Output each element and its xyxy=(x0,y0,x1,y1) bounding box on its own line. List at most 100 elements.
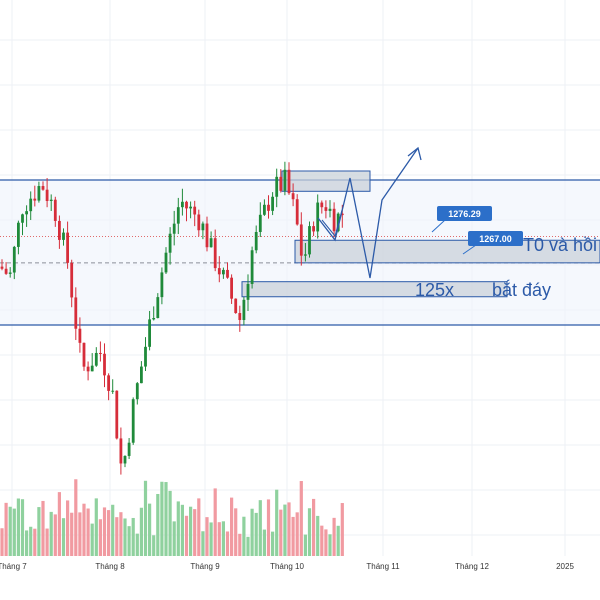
candle-body xyxy=(164,252,168,273)
volume-bar xyxy=(135,533,139,556)
candle-body xyxy=(201,223,205,231)
x-tick-label: Tháng 10 xyxy=(270,562,304,571)
candle-body xyxy=(222,269,225,275)
volume-bar xyxy=(184,515,189,556)
volume-bar xyxy=(107,510,111,556)
x-tick-label: Tháng 9 xyxy=(190,562,220,571)
candle-body xyxy=(70,262,74,298)
candle-body xyxy=(312,226,315,232)
volume-bar xyxy=(61,518,66,556)
candle-body xyxy=(181,201,184,208)
volume-bar xyxy=(119,512,123,556)
callout-label: 1276.29 xyxy=(448,209,481,219)
candle-body xyxy=(62,232,65,240)
volume-bar xyxy=(250,508,254,556)
x-tick-label: Tháng 12 xyxy=(455,562,489,571)
volume-bar xyxy=(90,523,94,556)
volume-bar xyxy=(320,525,324,556)
projection-line xyxy=(317,147,419,279)
candle-body xyxy=(287,169,291,194)
volume-bar xyxy=(16,498,20,556)
candle-body xyxy=(119,438,123,464)
volume-bar xyxy=(74,479,78,556)
price-callouts: 1276.29 1267.00 xyxy=(431,206,523,255)
candle-body xyxy=(340,213,344,216)
volume-bar xyxy=(82,503,86,556)
volume-bar xyxy=(242,516,246,556)
volume-bar xyxy=(340,503,344,556)
volume-bar xyxy=(299,481,303,556)
volume-bar xyxy=(295,512,299,556)
candle-body xyxy=(152,318,156,320)
volume-bar xyxy=(197,498,201,556)
candle-body xyxy=(29,198,33,212)
candle-body xyxy=(156,297,160,319)
volume-bar xyxy=(0,528,4,556)
candle-body xyxy=(8,272,12,274)
volume-bar xyxy=(324,529,328,556)
volume-bar xyxy=(53,514,57,556)
candle-body xyxy=(283,169,287,191)
volume-bar xyxy=(316,515,320,556)
volume-bar xyxy=(139,507,143,556)
volume-bar xyxy=(66,500,70,556)
x-tick-label: Tháng 8 xyxy=(95,562,125,571)
candle-body xyxy=(189,206,192,209)
volume-bar xyxy=(246,536,250,556)
volume-bar xyxy=(287,502,291,556)
candle-body xyxy=(238,313,242,321)
candle-body xyxy=(37,186,41,201)
volume-bar xyxy=(217,522,221,556)
candle-body xyxy=(12,246,16,273)
resistance-zone xyxy=(281,170,371,192)
candle-body xyxy=(49,199,53,201)
volume-bar xyxy=(307,508,312,556)
volume-bar xyxy=(279,509,283,556)
volume-bar xyxy=(20,499,25,556)
annotation-t0: T0 và hồi xyxy=(523,235,597,255)
volume-bars xyxy=(0,479,344,556)
candle-body xyxy=(234,298,238,314)
callout-box xyxy=(468,231,523,246)
projection-arrowhead xyxy=(407,146,422,161)
candle-body xyxy=(320,202,324,208)
candle-body xyxy=(328,208,332,211)
candle-body xyxy=(197,214,201,231)
candle-body xyxy=(135,383,139,400)
volume-bar xyxy=(41,500,45,556)
candle-body xyxy=(308,226,311,255)
candle-body xyxy=(21,214,24,223)
volume-bar xyxy=(102,507,107,556)
candle-body xyxy=(246,283,250,300)
volume-bar xyxy=(123,518,127,556)
volume-bar xyxy=(78,512,82,556)
candle-body xyxy=(33,198,37,201)
volume-bar xyxy=(291,516,295,556)
volume-bar xyxy=(49,511,53,556)
candle-body xyxy=(242,299,246,321)
volume-bar xyxy=(12,508,16,556)
volume-bar xyxy=(70,512,74,556)
volume-bar xyxy=(111,504,115,556)
volume-bar xyxy=(156,493,160,556)
candle-body xyxy=(131,399,135,443)
candle-body xyxy=(148,319,151,347)
candle-body xyxy=(168,233,172,253)
annotation-125x: 125x xyxy=(415,280,454,300)
volume-bar xyxy=(98,519,102,556)
candle-body xyxy=(316,202,320,232)
x-tick-label: 2025 xyxy=(556,562,574,571)
volume-bar xyxy=(328,534,332,556)
candle-body xyxy=(250,250,254,284)
volume-bar xyxy=(189,506,193,556)
volume-bar xyxy=(225,531,230,556)
candle-body xyxy=(291,193,295,200)
candle-body xyxy=(299,224,303,256)
volume-bar xyxy=(94,498,98,556)
candle-body xyxy=(275,176,279,197)
candle-body xyxy=(140,366,143,384)
candle-body xyxy=(213,238,217,269)
volume-bar xyxy=(4,502,8,556)
candle-body xyxy=(58,220,61,240)
